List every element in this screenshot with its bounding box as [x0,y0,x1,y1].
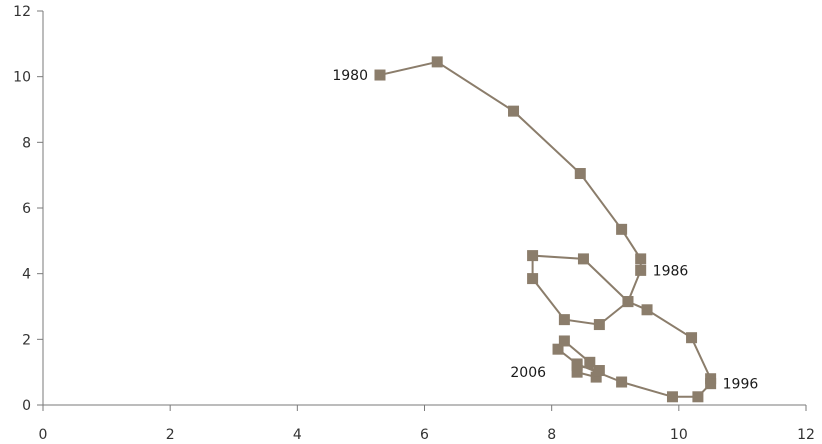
series-layer [374,56,717,403]
data-point [616,223,628,235]
data-point [571,366,583,378]
y-tick-label: 12 [13,4,31,20]
x-tick-label: 0 [39,427,48,443]
point-annotation: 1980 [332,68,368,84]
x-tick-label: 4 [293,427,302,443]
data-point [692,391,704,403]
data-point [527,273,539,285]
data-point [635,253,647,265]
point-annotation: 2006 [510,365,546,381]
data-point [527,250,539,262]
annotation-layer: 1980 1986 1996 2006 [332,68,758,393]
y-tick-label: 4 [22,267,31,283]
data-point [574,168,586,180]
data-point [577,253,589,265]
x-tick-label: 2 [166,427,175,443]
data-point [616,376,628,388]
series-line [379,60,712,398]
data-point [558,314,570,326]
data-point [686,332,698,344]
data-point [374,69,386,81]
y-tick-label: 2 [22,332,31,348]
point-annotation: 1996 [723,377,759,393]
data-point [635,264,647,276]
x-tick-label: 6 [420,427,429,443]
y-tick-label: 8 [22,135,31,151]
axes: 0 2 4 6 8 10 12 0 2 4 6 8 10 12 [13,4,815,443]
x-tick-label: 12 [797,427,815,443]
data-point [593,319,605,331]
data-point [584,356,596,368]
data-point [508,105,520,117]
data-point [666,391,678,403]
data-point [641,304,653,316]
x-tick-label: 8 [547,427,556,443]
y-tick-label: 6 [22,201,31,217]
point-annotation: 1986 [653,263,689,279]
y-tick-label: 10 [13,70,31,86]
data-point [552,343,564,355]
data-point [705,378,717,390]
data-point [431,56,443,68]
data-point [558,335,570,347]
data-point [593,365,605,377]
data-point [571,360,583,372]
x-tick-label: 10 [670,427,688,443]
y-tick-label: 0 [22,398,31,414]
data-point [590,371,602,383]
data-point [622,296,634,308]
